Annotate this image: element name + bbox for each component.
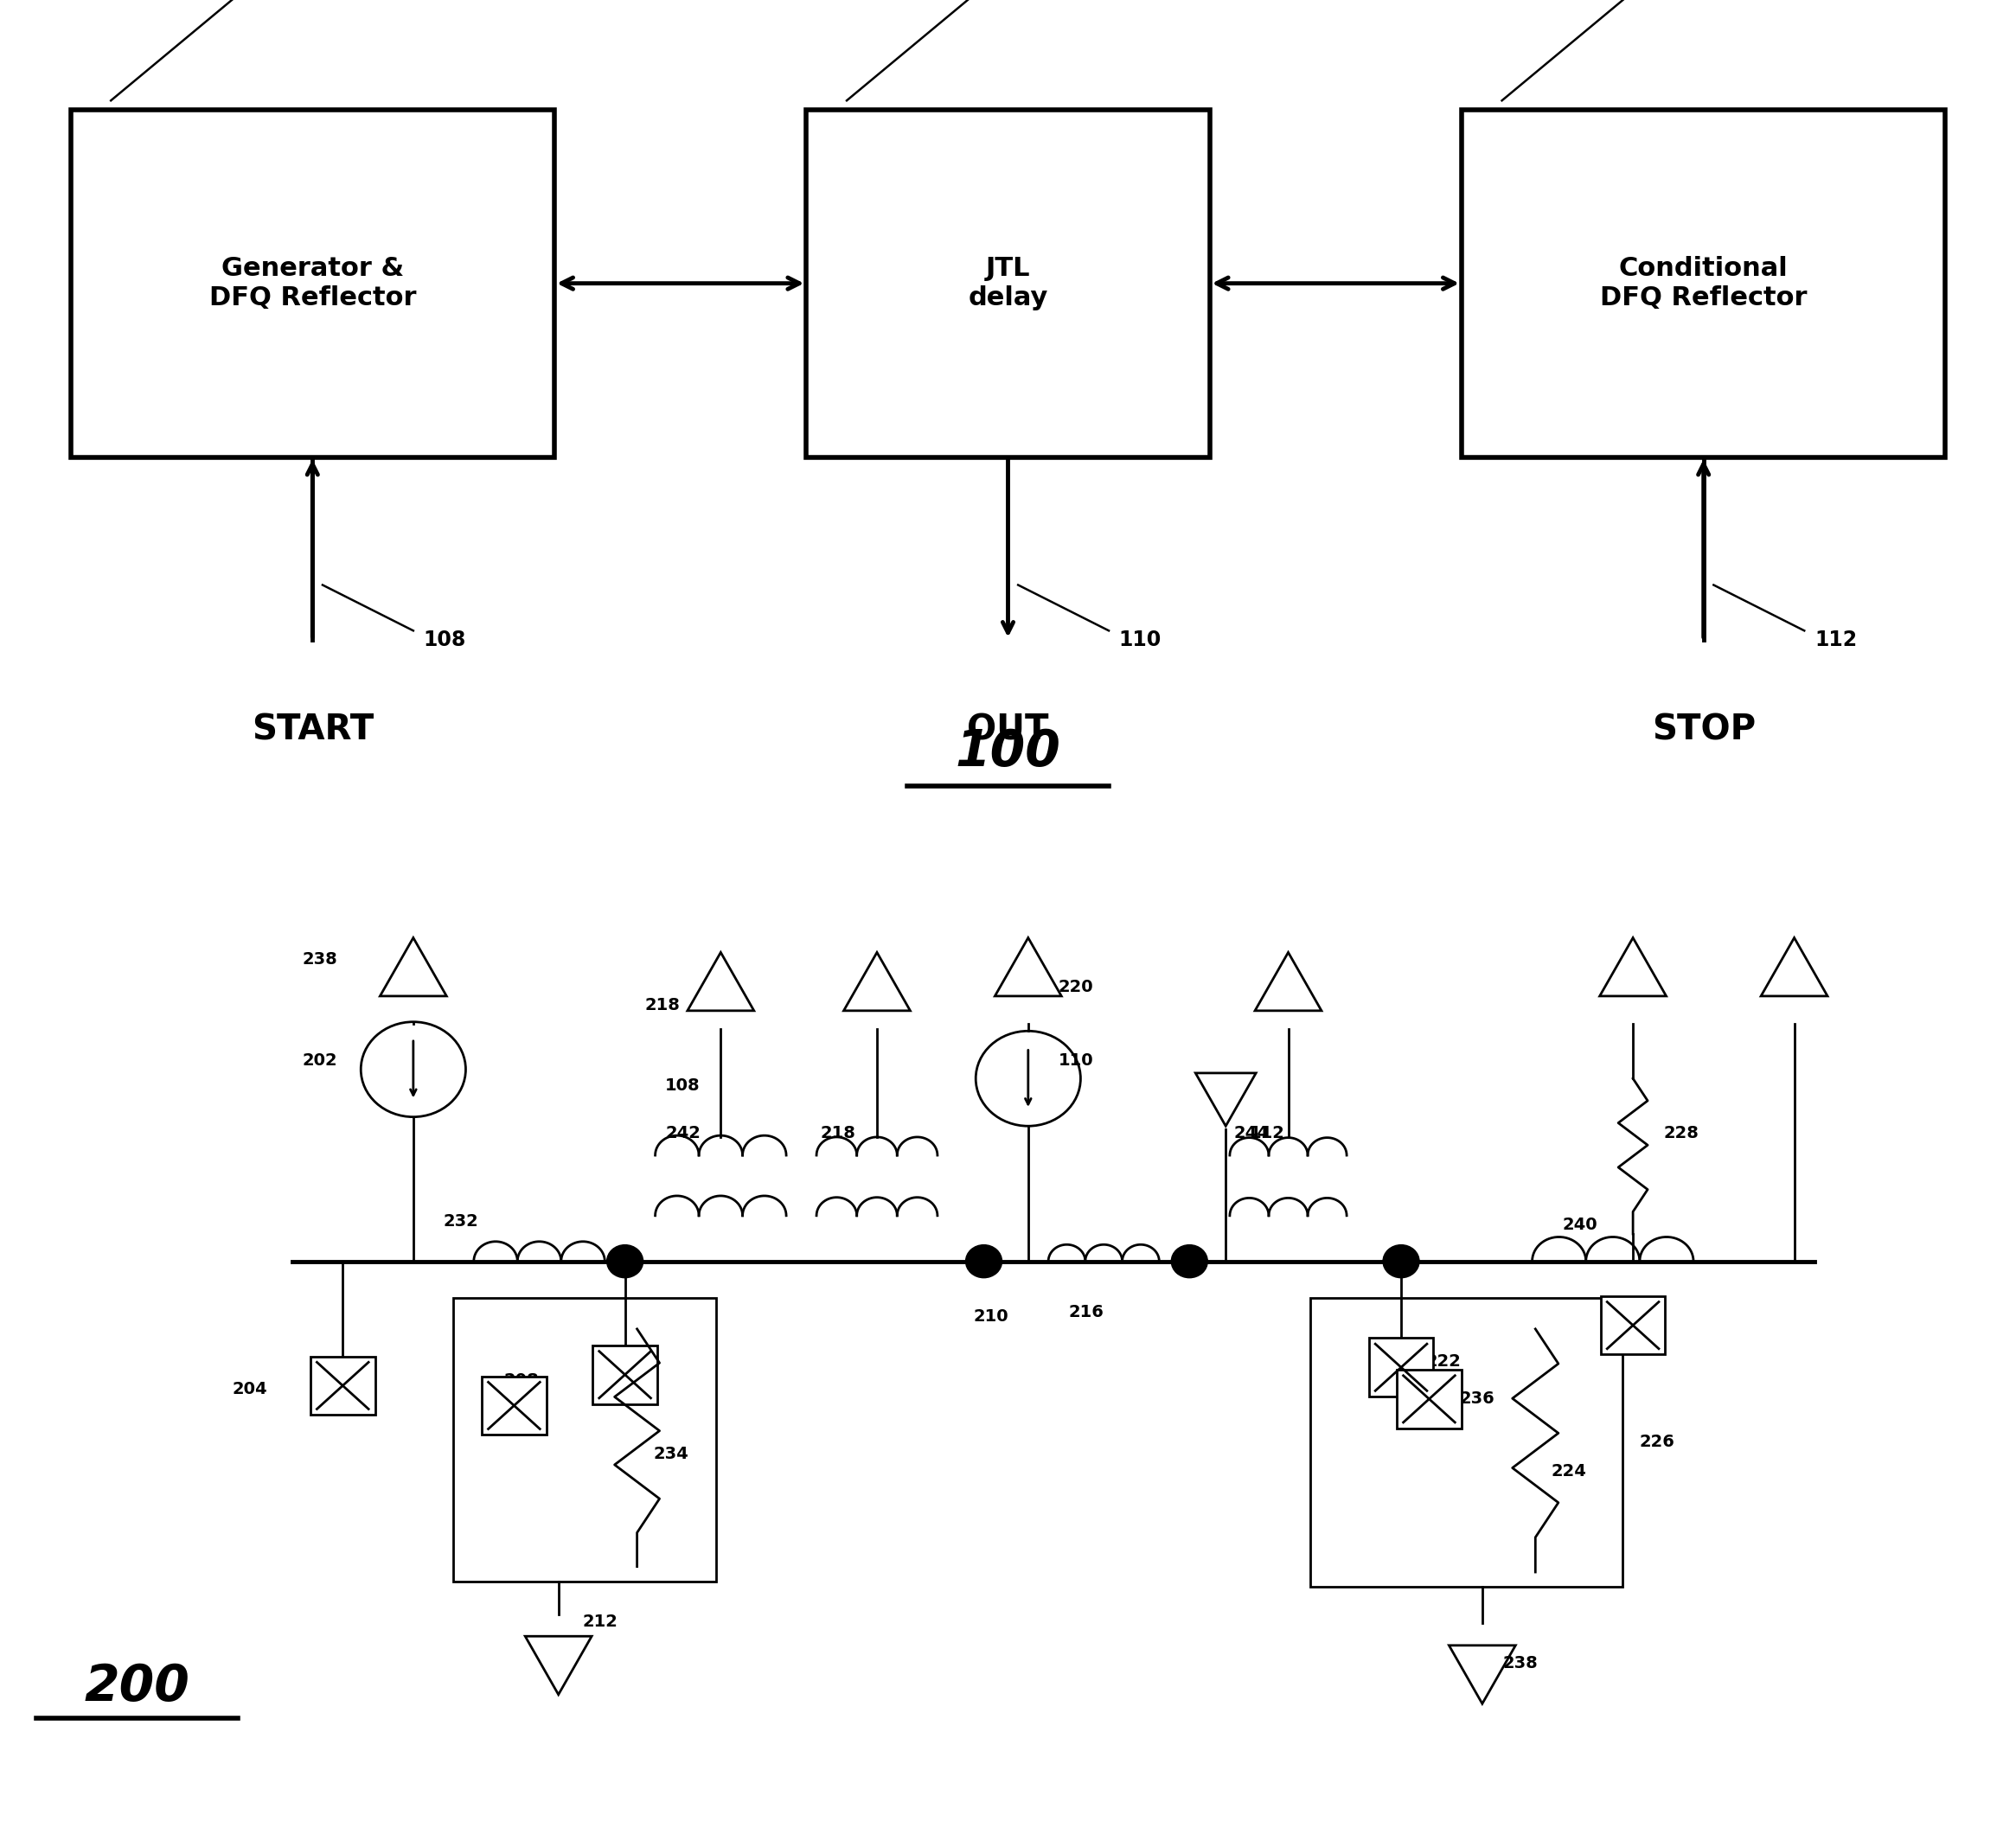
Bar: [806, 110, 1210, 457]
Text: 110: 110: [1119, 629, 1161, 651]
Text: 216: 216: [1068, 1305, 1105, 1320]
Text: 236: 236: [1460, 1391, 1494, 1408]
Text: 218: 218: [645, 998, 681, 1013]
Text: 244: 244: [1234, 1126, 1270, 1141]
Text: 228: 228: [1663, 1126, 1699, 1141]
Text: JTL
delay: JTL delay: [968, 256, 1048, 311]
Bar: [1601, 1296, 1665, 1355]
Text: 204: 204: [232, 1382, 266, 1397]
Text: 112: 112: [1814, 629, 1857, 651]
Bar: [1310, 1298, 1623, 1587]
Text: 218: 218: [821, 1126, 857, 1141]
Bar: [454, 1298, 716, 1581]
Bar: [482, 1376, 546, 1435]
Text: 232: 232: [444, 1214, 478, 1228]
Text: 242: 242: [665, 1126, 702, 1141]
Circle shape: [607, 1245, 643, 1278]
Text: 100: 100: [956, 728, 1060, 777]
Text: 222: 222: [1425, 1355, 1462, 1369]
Bar: [71, 110, 554, 457]
Text: 108: 108: [665, 1079, 700, 1093]
Circle shape: [1383, 1245, 1419, 1278]
Text: 108: 108: [423, 629, 466, 651]
Text: Conditional
DFQ Reflector: Conditional DFQ Reflector: [1601, 256, 1806, 311]
Text: 208: 208: [504, 1373, 538, 1387]
Text: 200: 200: [85, 1662, 190, 1711]
Text: 220: 220: [1058, 980, 1093, 994]
Text: 238: 238: [302, 952, 337, 967]
Text: OUT: OUT: [968, 713, 1048, 748]
Bar: [1369, 1338, 1433, 1397]
Text: 234: 234: [653, 1446, 687, 1462]
Text: 238: 238: [1502, 1656, 1538, 1671]
Text: START: START: [252, 713, 373, 748]
Circle shape: [966, 1245, 1002, 1278]
Text: STOP: STOP: [1651, 713, 1756, 748]
Text: 226: 226: [1639, 1435, 1675, 1450]
Bar: [1397, 1369, 1462, 1428]
Text: 212: 212: [583, 1614, 619, 1629]
Text: 202: 202: [302, 1053, 337, 1068]
Bar: [1462, 110, 1945, 457]
Bar: [593, 1345, 657, 1404]
Bar: [310, 1356, 375, 1415]
Text: 224: 224: [1552, 1462, 1587, 1479]
Text: 110: 110: [1058, 1053, 1093, 1068]
Text: Generator &
DFQ Reflector: Generator & DFQ Reflector: [210, 256, 415, 311]
Text: 112: 112: [1250, 1126, 1286, 1141]
Text: 240: 240: [1562, 1217, 1597, 1232]
Text: 210: 210: [974, 1309, 1008, 1323]
Circle shape: [1171, 1245, 1208, 1278]
